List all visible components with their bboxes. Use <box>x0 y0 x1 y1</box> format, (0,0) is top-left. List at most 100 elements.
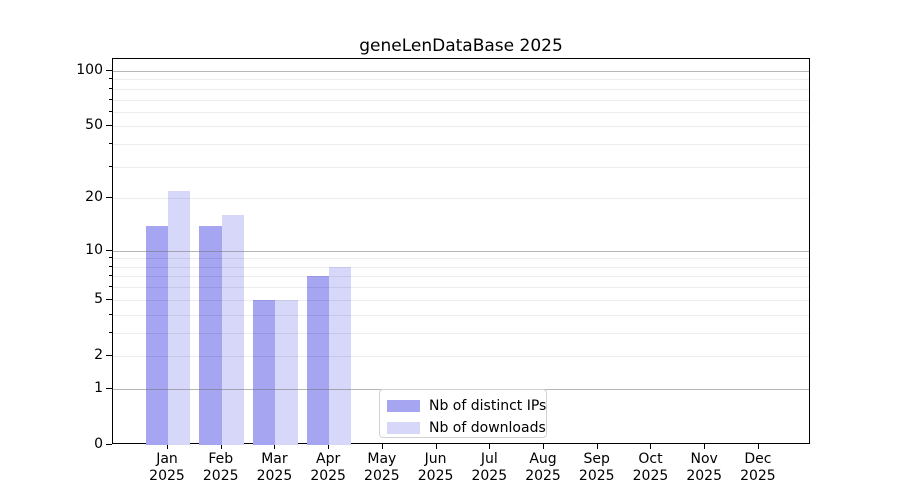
y-minor-tick-mark <box>108 331 112 333</box>
x-tick-mark <box>650 444 652 449</box>
x-tick-year: 2025 <box>310 468 346 484</box>
x-tick-month: Jun <box>424 451 447 467</box>
y-tick-label: 1 <box>94 379 103 396</box>
legend-swatch-distinct-ips <box>387 400 420 412</box>
y-tick-label: 5 <box>94 290 103 307</box>
x-tick-mark <box>543 444 545 449</box>
x-tick-label-apr: Apr 2025 <box>283 451 373 485</box>
x-tick-label-jun: Jun 2025 <box>391 451 481 485</box>
y-minor-tick-mark <box>108 78 112 80</box>
x-tick-month: Sep <box>583 451 610 467</box>
bar-distinct-ips-mar <box>253 299 276 445</box>
x-tick-label-may: May 2025 <box>337 451 427 485</box>
y-minor-tick-mark <box>108 98 112 100</box>
gridline-minor <box>113 99 809 101</box>
x-tick-mark <box>757 444 759 449</box>
gridline-minor <box>113 166 809 168</box>
gridline-minor <box>113 144 809 146</box>
legend-row: Nb of downloads <box>387 419 546 437</box>
x-tick-month: Mar <box>261 451 288 467</box>
y-tick-mark <box>106 387 112 389</box>
x-tick-mark <box>274 444 276 449</box>
x-tick-month: Feb <box>208 451 234 467</box>
x-tick-month: Dec <box>744 451 772 467</box>
gridline-minor <box>113 111 809 113</box>
y-minor-tick-mark <box>108 165 112 167</box>
y-tick-label: 50 <box>85 117 103 134</box>
gridline-minor <box>113 126 809 128</box>
x-tick-mark <box>704 444 706 449</box>
x-tick-year: 2025 <box>578 468 615 484</box>
legend: Nb of distinct IPs Nb of downloads <box>379 389 547 438</box>
y-minor-tick-mark <box>108 87 112 89</box>
gridline-minor <box>113 198 809 200</box>
legend-label: Nb of downloads <box>429 420 546 436</box>
x-tick-label-jan: Jan 2025 <box>122 451 212 485</box>
y-tick-mark <box>106 249 112 251</box>
y-minor-tick-mark <box>108 275 112 277</box>
y-tick-mark <box>106 197 112 199</box>
x-tick-mark <box>328 444 330 449</box>
y-minor-tick-mark <box>108 257 112 259</box>
bar-distinct-ips-feb <box>199 225 222 445</box>
x-tick-label-mar: Mar 2025 <box>229 451 319 485</box>
x-tick-mark <box>167 444 168 449</box>
x-tick-year: 2025 <box>417 468 454 484</box>
x-tick-label-aug: Aug 2025 <box>498 451 588 485</box>
gridline-major <box>113 71 809 72</box>
x-tick-month: Oct <box>638 451 663 467</box>
y-tick-label: 100 <box>76 62 103 78</box>
x-tick-label-oct: Oct 2025 <box>605 451 695 485</box>
y-minor-tick-mark <box>108 110 112 112</box>
x-tick-month: Nov <box>690 451 718 467</box>
x-tick-label-nov: Nov 2025 <box>659 451 749 485</box>
bar-downloads-feb <box>221 215 245 445</box>
x-tick-month: May <box>367 451 397 467</box>
x-tick-year: 2025 <box>471 468 508 484</box>
x-tick-mark <box>220 444 222 449</box>
x-tick-mark <box>435 444 437 449</box>
y-minor-tick-mark <box>108 143 112 145</box>
x-tick-label-feb: Feb 2025 <box>176 451 266 485</box>
x-tick-month: Jul <box>480 451 498 467</box>
x-tick-label-sep: Sep 2025 <box>552 451 642 485</box>
x-tick-mark <box>596 444 598 449</box>
y-tick-mark <box>106 298 112 300</box>
x-tick-year: 2025 <box>364 468 400 484</box>
y-tick-mark <box>106 444 112 445</box>
x-tick-year: 2025 <box>256 468 293 484</box>
y-minor-tick-mark <box>108 313 112 315</box>
y-minor-tick-mark <box>108 286 112 288</box>
y-tick-label: 0 <box>94 436 103 452</box>
x-tick-month: Apr <box>316 451 341 467</box>
x-tick-year: 2025 <box>740 468 776 484</box>
y-tick-mark <box>106 125 112 127</box>
y-tick-label: 20 <box>85 189 103 206</box>
plot-area: Nb of distinct IPs Nb of downloads <box>112 58 810 445</box>
bar-distinct-ips-apr <box>306 276 330 445</box>
y-tick-mark <box>106 70 112 71</box>
x-tick-year: 2025 <box>632 468 669 484</box>
x-tick-year: 2025 <box>149 468 185 484</box>
bar-downloads-jan <box>168 190 191 445</box>
gridline-minor <box>113 88 809 90</box>
gridline-minor <box>113 79 809 81</box>
chart-title: geneLenDataBase 2025 <box>359 36 563 56</box>
y-minor-tick-mark <box>108 265 112 267</box>
x-tick-mark <box>381 444 383 449</box>
x-tick-year: 2025 <box>525 468 561 484</box>
y-tick-label: 10 <box>85 241 103 258</box>
x-tick-label-dec: Dec 2025 <box>713 451 803 485</box>
x-tick-year: 2025 <box>686 468 722 484</box>
legend-swatch-downloads <box>387 422 420 434</box>
bar-downloads-apr <box>329 266 352 445</box>
y-tick-label: 2 <box>94 346 103 363</box>
legend-label: Nb of distinct IPs <box>429 398 547 414</box>
x-tick-month: Jan <box>156 451 178 467</box>
x-tick-mark <box>489 444 491 449</box>
x-tick-year: 2025 <box>202 468 239 484</box>
legend-row: Nb of distinct IPs <box>387 397 546 415</box>
x-tick-label-jul: Jul 2025 <box>444 451 534 485</box>
y-tick-mark <box>106 354 112 356</box>
